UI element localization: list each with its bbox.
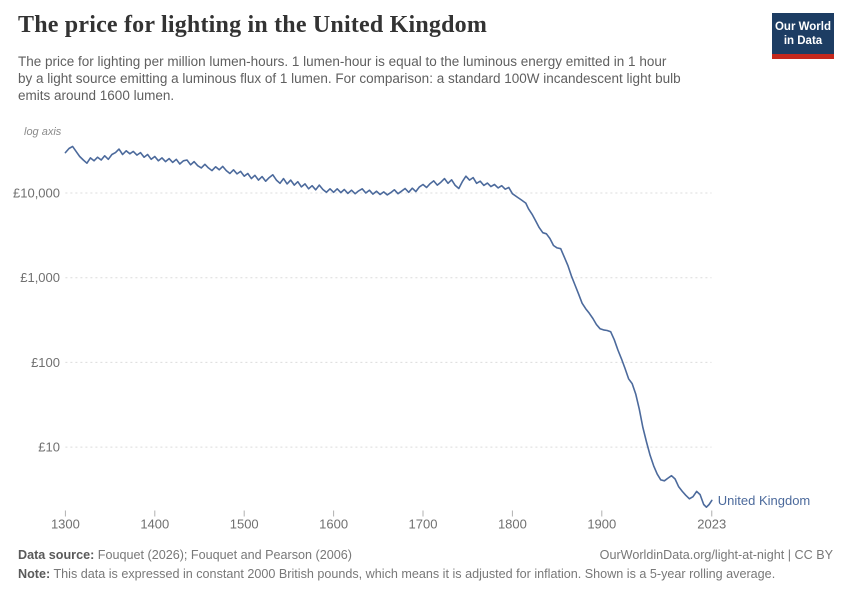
y-axis-tick-label: £10 bbox=[38, 440, 60, 455]
y-axis-tick-label: £1,000 bbox=[20, 270, 60, 285]
origin-link[interactable]: OurWorldinData.org/light-at-night | CC B… bbox=[599, 548, 833, 562]
x-axis-tick-label: 1900 bbox=[587, 517, 616, 532]
x-axis-tick-label: 1300 bbox=[51, 517, 80, 532]
price-line-series[interactable] bbox=[64, 145, 713, 508]
x-axis-tick-label: 2023 bbox=[697, 517, 726, 532]
note-text: This data is expressed in constant 2000 … bbox=[50, 567, 776, 581]
owid-logo[interactable]: Our World in Data bbox=[772, 13, 834, 59]
y-axis-tick-label: £10,000 bbox=[13, 186, 60, 201]
footer-source-row: Data source: Fouquet (2026); Fouquet and… bbox=[18, 548, 833, 562]
x-axis-tick-label: 1500 bbox=[230, 517, 259, 532]
subtitle-line: The price for lighting per million lumen… bbox=[18, 54, 667, 69]
page-title: The price for lighting in the United Kin… bbox=[18, 12, 488, 38]
subtitle-line: emits around 1600 lumen. bbox=[18, 88, 175, 103]
x-axis-tick-label: 1700 bbox=[409, 517, 438, 532]
x-axis-tick-label: 1400 bbox=[140, 517, 169, 532]
data-source-text: Fouquet (2026); Fouquet and Pearson (200… bbox=[94, 548, 352, 562]
log-axis-note: log axis bbox=[24, 126, 62, 138]
series-end-label: United Kingdom bbox=[718, 493, 811, 508]
x-axis-tick-label: 1600 bbox=[319, 517, 348, 532]
data-source: Data source: Fouquet (2026); Fouquet and… bbox=[18, 548, 352, 562]
chart-subtitle: The price for lighting per million lumen… bbox=[18, 53, 798, 104]
subtitle-line: by a light source emitting a luminous fl… bbox=[18, 71, 681, 86]
note-label: Note: bbox=[18, 567, 51, 581]
owid-logo-line2: in Data bbox=[783, 35, 823, 47]
y-axis-tick-label: £100 bbox=[31, 355, 60, 370]
footer-note-row: Note: This data is expressed in constant… bbox=[18, 567, 833, 581]
data-source-label: Data source: bbox=[18, 548, 95, 562]
owid-logo-line1: Our World bbox=[774, 21, 831, 33]
x-axis-tick-label: 1800 bbox=[498, 517, 527, 532]
